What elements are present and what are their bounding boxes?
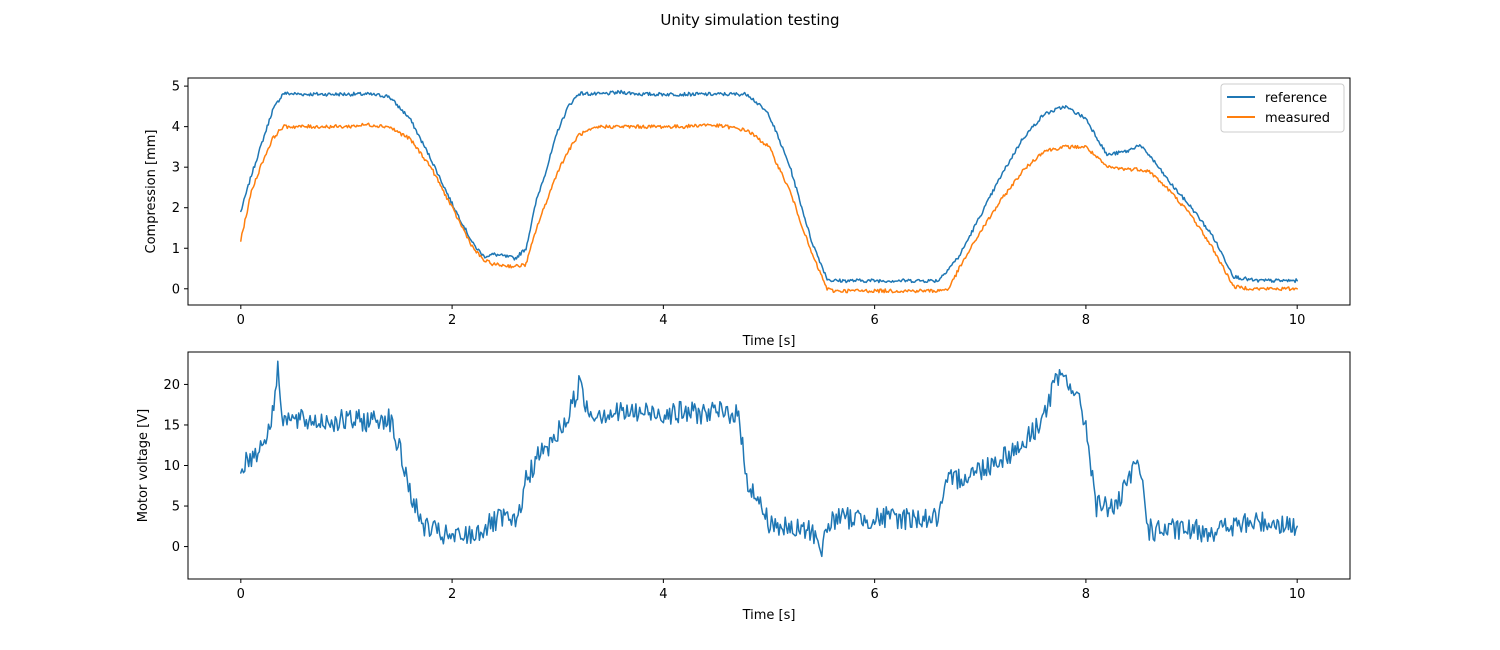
motor-voltage-axes: 0 2 4 6 8 10 0 5 10 15 20 Time [s] Motor voltage [V] <box>136 351 1351 623</box>
y-tick-label: 15 <box>163 418 180 433</box>
y-tick-label: 0 <box>172 540 180 555</box>
x-tick-label: 0 <box>237 587 245 602</box>
x-axis-label: Time [s] <box>742 608 796 623</box>
y-tick-label: 3 <box>172 161 180 176</box>
x-tick-label: 0 <box>237 313 245 328</box>
figure-title: Unity simulation testing <box>660 11 839 29</box>
x-axis-label: Time [s] <box>742 334 796 349</box>
x-tick-label: 8 <box>1082 587 1090 602</box>
x-tick-label: 8 <box>1082 313 1090 328</box>
x-tick-label: 2 <box>448 587 456 602</box>
x-tick-label: 10 <box>1289 587 1306 602</box>
y-tick-label: 10 <box>163 459 180 474</box>
plot-frame <box>187 77 1351 306</box>
legend-label-measured: measured <box>1265 111 1330 126</box>
series-line-motor-voltage <box>240 360 1298 558</box>
x-tick-label: 2 <box>448 313 456 328</box>
x-tick-label: 6 <box>870 313 878 328</box>
legend-label-reference: reference <box>1265 91 1327 106</box>
y-axis-label: Motor voltage [V] <box>136 409 151 522</box>
y-tick-label: 20 <box>163 378 180 393</box>
y-tick-label: 4 <box>172 120 180 135</box>
plot-frame <box>187 351 1351 580</box>
y-tick-label: 1 <box>172 242 180 257</box>
x-tick-label: 10 <box>1289 313 1306 328</box>
y-tick-label: 5 <box>172 500 180 515</box>
compression-axes: 0 2 4 6 8 10 0 1 2 3 4 5 Time [s] Compression [mm] ref… <box>144 77 1351 349</box>
y-axis-label: Compression [mm] <box>144 130 159 254</box>
y-tick-label: 2 <box>172 201 180 216</box>
series-line-measured <box>240 122 1298 294</box>
y-tick-label: 5 <box>172 80 180 95</box>
series-line-reference <box>240 89 1298 284</box>
x-tick-label: 4 <box>659 587 667 602</box>
x-tick-label: 6 <box>870 587 878 602</box>
y-tick-label: 0 <box>172 282 180 297</box>
x-tick-label: 4 <box>659 313 667 328</box>
legend: reference measured <box>1220 83 1345 133</box>
